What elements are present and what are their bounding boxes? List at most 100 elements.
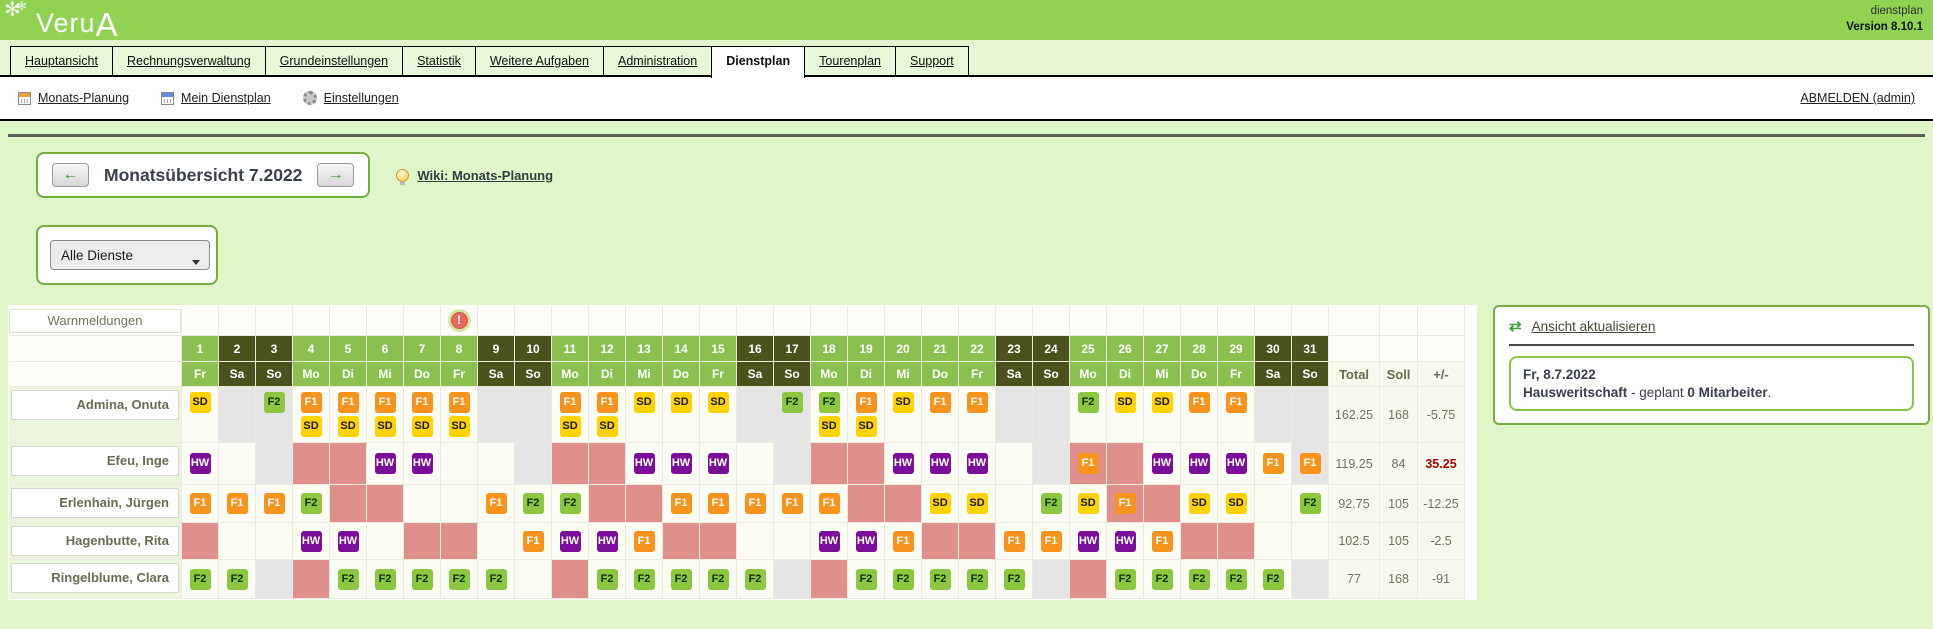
shift-cell-day-13[interactable]: HW	[626, 443, 663, 485]
shift-cell-day-3[interactable]: F1	[256, 485, 293, 523]
shift-cell-day-25[interactable]: SD	[1070, 485, 1107, 523]
shift-cell-day-31[interactable]	[1292, 387, 1329, 443]
shift-cell-day-24[interactable]	[1033, 443, 1070, 485]
shift-cell-day-10[interactable]	[515, 560, 552, 599]
service-filter-select[interactable]: Alle Dienste	[50, 240, 210, 270]
shift-cell-day-22[interactable]: SD	[959, 485, 996, 523]
shift-cell-day-16[interactable]: F2	[737, 560, 774, 599]
shift-cell-day-26[interactable]: SD	[1107, 387, 1144, 443]
shift-cell-day-30[interactable]	[1255, 523, 1292, 560]
shift-cell-day-14[interactable]	[663, 523, 700, 560]
shift-cell-day-12[interactable]	[589, 485, 626, 523]
shift-cell-day-9[interactable]	[478, 523, 515, 560]
subnav-item-mein-dienstplan[interactable]: Mein Dienstplan	[161, 91, 271, 105]
shift-cell-day-15[interactable]: F1	[700, 485, 737, 523]
shift-cell-day-27[interactable]	[1144, 485, 1181, 523]
shift-cell-day-20[interactable]	[885, 485, 922, 523]
tab-administration[interactable]: Administration	[603, 46, 713, 75]
shift-cell-day-24[interactable]	[1033, 560, 1070, 599]
shift-cell-day-9[interactable]	[478, 387, 515, 443]
shift-cell-day-29[interactable]	[1218, 523, 1255, 560]
shift-cell-day-23[interactable]	[996, 485, 1033, 523]
shift-cell-day-17[interactable]: F2	[774, 387, 811, 443]
tab-statistik[interactable]: Statistik	[402, 46, 476, 75]
shift-cell-day-19[interactable]: F1 SD	[848, 387, 885, 443]
shift-cell-day-22[interactable]: F2	[959, 560, 996, 599]
next-month-button[interactable]: →	[317, 163, 355, 187]
shift-cell-day-29[interactable]: F2	[1218, 560, 1255, 599]
shift-cell-day-1[interactable]	[182, 523, 219, 560]
shift-cell-day-24[interactable]	[1033, 387, 1070, 443]
shift-cell-day-12[interactable]: F2	[589, 560, 626, 599]
shift-cell-day-29[interactable]: F1	[1218, 387, 1255, 443]
tab-weitere-aufgaben[interactable]: Weitere Aufgaben	[474, 46, 605, 75]
shift-cell-day-3[interactable]	[256, 443, 293, 485]
tab-tourenplan[interactable]: Tourenplan	[804, 46, 896, 75]
shift-cell-day-2[interactable]: F2	[219, 560, 256, 599]
shift-cell-day-31[interactable]: F1	[1292, 443, 1329, 485]
shift-cell-day-27[interactable]: HW	[1144, 443, 1181, 485]
shift-cell-day-25[interactable]: F2	[1070, 387, 1107, 443]
shift-cell-day-16[interactable]	[737, 387, 774, 443]
shift-cell-day-8[interactable]	[441, 485, 478, 523]
shift-cell-day-2[interactable]	[219, 387, 256, 443]
shift-cell-day-19[interactable]	[848, 443, 885, 485]
shift-cell-day-17[interactable]	[774, 443, 811, 485]
shift-cell-day-27[interactable]: F2	[1144, 560, 1181, 599]
shift-cell-day-20[interactable]: F2	[885, 560, 922, 599]
shift-cell-day-21[interactable]: F2	[922, 560, 959, 599]
wiki-link[interactable]: Wiki: Monats-Planung	[417, 167, 554, 183]
shift-cell-day-8[interactable]	[441, 523, 478, 560]
shift-cell-day-6[interactable]: HW	[367, 443, 404, 485]
shift-cell-day-19[interactable]	[848, 485, 885, 523]
shift-cell-day-9[interactable]: F1	[478, 485, 515, 523]
shift-cell-day-15[interactable]: HW	[700, 443, 737, 485]
shift-cell-day-20[interactable]: F1	[885, 523, 922, 560]
shift-cell-day-1[interactable]: F1	[182, 485, 219, 523]
shift-cell-day-4[interactable]: F1 SD	[293, 387, 330, 443]
shift-cell-day-18[interactable]	[811, 443, 848, 485]
shift-cell-day-21[interactable]	[922, 523, 959, 560]
shift-cell-day-28[interactable]	[1181, 523, 1218, 560]
shift-cell-day-31[interactable]	[1292, 560, 1329, 599]
shift-cell-day-19[interactable]: F2	[848, 560, 885, 599]
shift-cell-day-6[interactable]: F2	[367, 560, 404, 599]
shift-cell-day-5[interactable]	[330, 485, 367, 523]
shift-cell-day-5[interactable]	[330, 443, 367, 485]
shift-cell-day-17[interactable]: F1	[774, 485, 811, 523]
shift-cell-day-11[interactable]	[552, 560, 589, 599]
shift-cell-day-7[interactable]	[404, 523, 441, 560]
shift-cell-day-17[interactable]	[774, 523, 811, 560]
shift-cell-day-22[interactable]	[959, 523, 996, 560]
shift-cell-day-4[interactable]	[293, 443, 330, 485]
shift-cell-day-7[interactable]: F1 SD	[404, 387, 441, 443]
refresh-view-link[interactable]: Ansicht aktualisieren	[1531, 318, 1656, 334]
shift-cell-day-21[interactable]: F1	[922, 387, 959, 443]
shift-cell-day-14[interactable]: HW	[663, 443, 700, 485]
shift-cell-day-6[interactable]: F1 SD	[367, 387, 404, 443]
shift-cell-day-28[interactable]: F2	[1181, 560, 1218, 599]
shift-cell-day-11[interactable]: F2	[552, 485, 589, 523]
shift-cell-day-23[interactable]	[996, 443, 1033, 485]
logout-link[interactable]: ABMELDEN (admin)	[1800, 91, 1915, 105]
shift-cell-day-14[interactable]: F2	[663, 560, 700, 599]
shift-cell-day-18[interactable]: F1	[811, 485, 848, 523]
shift-cell-day-7[interactable]: F2	[404, 560, 441, 599]
shift-cell-day-19[interactable]: HW	[848, 523, 885, 560]
shift-cell-day-2[interactable]	[219, 523, 256, 560]
shift-cell-day-18[interactable]	[811, 560, 848, 599]
shift-cell-day-26[interactable]: F1	[1107, 485, 1144, 523]
shift-cell-day-30[interactable]	[1255, 485, 1292, 523]
shift-cell-day-17[interactable]	[774, 560, 811, 599]
shift-cell-day-2[interactable]	[219, 443, 256, 485]
subnav-item-einstellungen[interactable]: Einstellungen	[302, 91, 399, 105]
shift-cell-day-14[interactable]: F1	[663, 485, 700, 523]
shift-cell-day-8[interactable]: F2	[441, 560, 478, 599]
shift-cell-day-29[interactable]: SD	[1218, 485, 1255, 523]
tab-support[interactable]: Support	[894, 46, 969, 75]
shift-cell-day-16[interactable]	[737, 443, 774, 485]
shift-cell-day-21[interactable]: HW	[922, 443, 959, 485]
shift-cell-day-30[interactable]: F1	[1255, 443, 1292, 485]
shift-cell-day-10[interactable]: F2	[515, 485, 552, 523]
shift-cell-day-28[interactable]: HW	[1181, 443, 1218, 485]
